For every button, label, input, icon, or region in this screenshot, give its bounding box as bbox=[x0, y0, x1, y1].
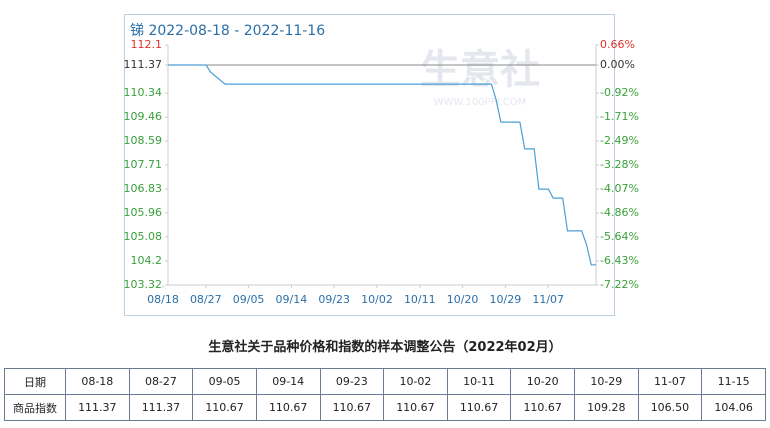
table-cell: 09-14 bbox=[255, 368, 321, 395]
chart-title: 锑 2022-08-18 - 2022-11-16 bbox=[130, 23, 325, 39]
table-cell: 109.28 bbox=[574, 394, 639, 421]
table-cell: 10-29 bbox=[574, 368, 639, 395]
y2-tick-label: -2.49% bbox=[600, 134, 639, 147]
y-tick-label: 105.08 bbox=[124, 230, 163, 243]
chart-frame bbox=[124, 14, 615, 316]
table-row: 日期 08-18 08-27 09-05 09-14 09-23 10-02 10-11 10-… bbox=[4, 368, 766, 395]
x-tick-label: 09/05 bbox=[233, 293, 265, 306]
watermark: 生意社 bbox=[420, 47, 540, 93]
table-cell: 106.50 bbox=[637, 394, 703, 421]
table-cell: 09-05 bbox=[192, 368, 257, 395]
chart: 锑 2022-08-18 - 2022-11-16 生意社 WWW.100PPI… bbox=[124, 14, 639, 316]
table-cell: 10-20 bbox=[510, 368, 575, 395]
y-tick-label: 107.71 bbox=[124, 158, 163, 171]
table-cell: 110.67 bbox=[510, 394, 575, 421]
y2-tick-label: -5.64% bbox=[600, 230, 639, 243]
y2-tick-label: 0.66% bbox=[600, 38, 635, 51]
y2-tick-label: -4.07% bbox=[600, 182, 639, 195]
x-tick-label: 09/23 bbox=[318, 293, 350, 306]
table-cell: 110.67 bbox=[446, 394, 512, 421]
x-tick-label: 10/20 bbox=[447, 293, 479, 306]
watermark-url: WWW.100PPI.COM bbox=[434, 97, 526, 108]
y2-tick-label: -4.86% bbox=[600, 206, 639, 219]
data-table: 日期 08-18 08-27 09-05 09-14 09-23 10-02 10-11 10-… bbox=[4, 368, 766, 421]
y2-tick-label: -0.92% bbox=[600, 86, 639, 99]
x-tick-label: 10/29 bbox=[490, 293, 522, 306]
table-cell: 商品指数 bbox=[4, 394, 66, 421]
x-tick-label: 08/18 bbox=[147, 293, 179, 306]
y-tick-label: 111.37 bbox=[124, 58, 163, 71]
table-cell: 11-15 bbox=[701, 368, 766, 395]
y-tick-label: 112.1 bbox=[131, 38, 163, 51]
y2-tick-label: -3.28% bbox=[600, 158, 639, 171]
x-tick-label: 11/07 bbox=[532, 293, 564, 306]
y-tick-label: 104.2 bbox=[131, 254, 163, 267]
y2-tick-label: -6.43% bbox=[600, 254, 639, 267]
table-cell: 111.37 bbox=[65, 394, 130, 421]
y-tick-label: 110.34 bbox=[124, 86, 163, 99]
table-cell: 104.06 bbox=[701, 394, 766, 421]
table-cell: 08-18 bbox=[65, 368, 130, 395]
table-cell: 11-07 bbox=[637, 368, 703, 395]
table-cell: 10-02 bbox=[383, 368, 448, 395]
x-tick-label: 10/02 bbox=[361, 293, 393, 306]
table-cell: 09-23 bbox=[319, 368, 385, 395]
x-tick-label: 10/11 bbox=[404, 293, 436, 306]
table-cell: 110.67 bbox=[319, 394, 385, 421]
y2-tick-label: -1.71% bbox=[600, 110, 639, 123]
y-tick-label: 105.96 bbox=[124, 206, 163, 219]
y-tick-label: 106.83 bbox=[124, 182, 163, 195]
price-line bbox=[168, 64, 596, 266]
y-tick-label: 103.32 bbox=[124, 278, 163, 291]
y-tick-label: 109.46 bbox=[124, 110, 163, 123]
table-cell: 111.37 bbox=[128, 394, 194, 421]
table-cell: 08-27 bbox=[128, 368, 194, 395]
table-row: 商品指数 111.37 111.37 110.67 110.67 110.67 110.67… bbox=[4, 394, 766, 421]
table-cell: 10-11 bbox=[446, 368, 512, 395]
table-cell: 110.67 bbox=[192, 394, 257, 421]
y2-tick-label: 0.00% bbox=[600, 58, 635, 71]
x-tick-label: 08/27 bbox=[190, 293, 222, 306]
y2-tick-label: -7.22% bbox=[600, 278, 639, 291]
x-tick-label: 09/14 bbox=[276, 293, 308, 306]
y-tick-label: 108.59 bbox=[124, 134, 163, 147]
notice-title: 生意社关于品种价格和指数的样本调整公告（2022年02月） bbox=[208, 340, 562, 355]
table-cell: 日期 bbox=[4, 368, 66, 395]
table-cell: 110.67 bbox=[383, 394, 448, 421]
table-cell: 110.67 bbox=[255, 394, 321, 421]
